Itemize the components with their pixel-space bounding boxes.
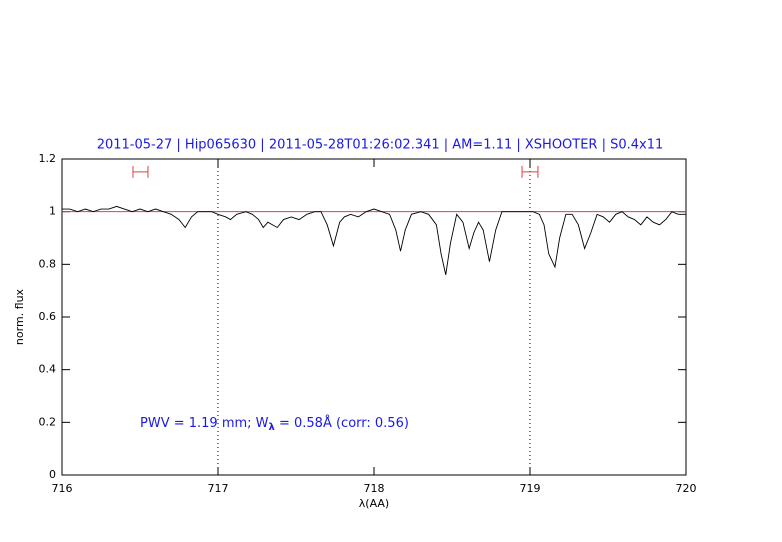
y-tick-label: 0.8 <box>39 257 57 270</box>
range-marker <box>132 165 149 178</box>
x-tick-label: 719 <box>520 482 541 495</box>
spectrum-line <box>62 205 686 275</box>
y-tick-label: 1.2 <box>39 152 57 165</box>
x-tick-label: 716 <box>52 482 73 495</box>
range-marker <box>521 165 539 178</box>
x-axis-label: λ(AA) <box>359 497 389 510</box>
annotation-text: = 0.58Å (corr: 0.56) <box>275 415 409 431</box>
x-tick-label: 718 <box>364 482 385 495</box>
annotation: PWV = 1.19 mm; Wλ = 0.58Å (corr: 0.56) <box>140 415 409 434</box>
annotation-text: PWV = 1.19 mm; W <box>140 416 269 431</box>
annotation-subscript: λ <box>269 422 276 433</box>
y-tick-label: 0 <box>49 468 56 481</box>
y-axis-label: norm. flux <box>13 288 26 345</box>
y-tick-label: 0.6 <box>39 310 57 323</box>
y-tick-label: 0.4 <box>39 363 57 376</box>
y-tick-label: 0.2 <box>39 415 57 428</box>
chart-title: 2011-05-27 | Hip065630 | 2011-05-28T01:2… <box>97 138 664 153</box>
x-tick-label: 720 <box>676 482 697 495</box>
x-tick-label: 717 <box>208 482 229 495</box>
y-tick-label: 1 <box>49 205 56 218</box>
